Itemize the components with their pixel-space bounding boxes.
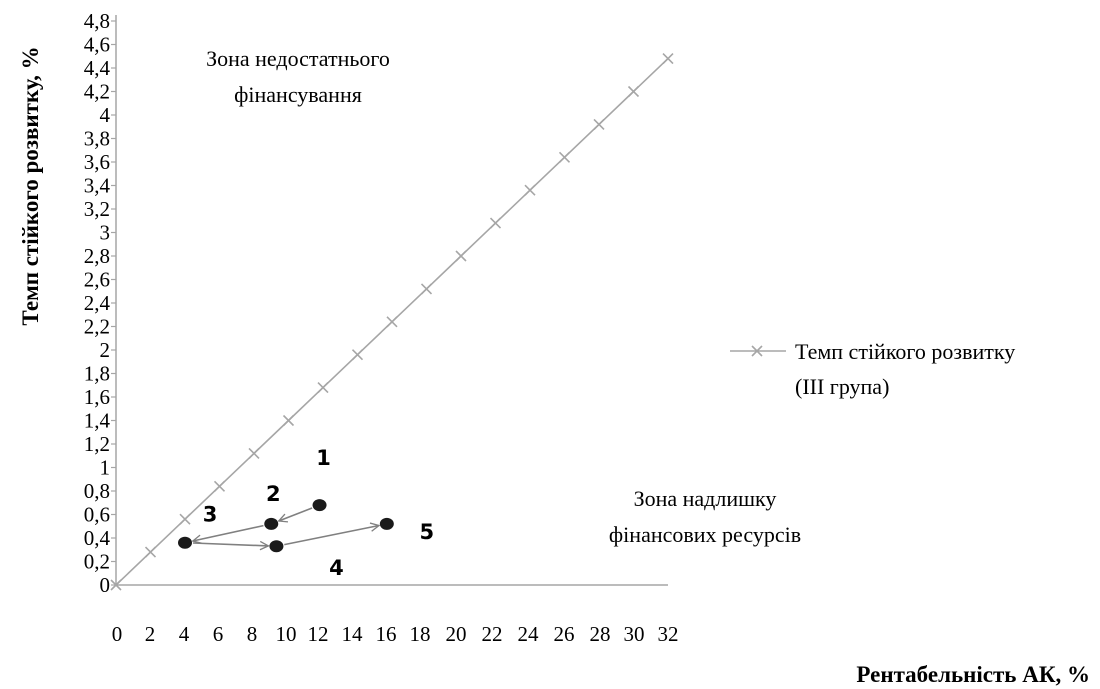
series-marker xyxy=(386,316,398,328)
series-marker xyxy=(455,250,467,262)
x-tick-label: 22 xyxy=(482,622,503,646)
series-marker xyxy=(179,513,191,525)
x-tick-label: 28 xyxy=(590,622,611,646)
y-tick-label: 0,8 xyxy=(84,479,110,503)
x-tick-label: 2 xyxy=(145,622,156,646)
x-tick-label: 10 xyxy=(276,622,297,646)
point-label: 4 xyxy=(329,556,344,580)
data-point xyxy=(379,517,394,530)
y-tick-label: 0 xyxy=(100,573,111,597)
x-axis-title: Рентабельність АК, % xyxy=(856,662,1090,687)
data-point xyxy=(269,540,284,553)
point-label: 3 xyxy=(203,503,218,527)
data-point xyxy=(178,536,192,549)
y-tick-label: 1,6 xyxy=(84,385,110,409)
y-tick-label: 3 xyxy=(100,221,111,245)
trajectory-arrow xyxy=(193,524,264,541)
y-tick-label: 1,8 xyxy=(84,362,110,386)
point-label: 2 xyxy=(266,482,281,506)
data-point xyxy=(264,517,279,530)
y-tick-label: 2 xyxy=(100,338,111,362)
series-marker xyxy=(144,546,157,558)
y-tick-label: 4,2 xyxy=(84,80,110,104)
trajectory-arrow xyxy=(284,525,379,546)
y-tick-label: 2,8 xyxy=(84,244,110,268)
zone-annotation: Зона надлишку xyxy=(634,486,777,511)
series-marker xyxy=(593,118,605,130)
y-tick-label: 2,4 xyxy=(84,291,111,315)
legend-label: Темп стійкого розвитку xyxy=(795,339,1015,364)
series-marker xyxy=(627,85,640,98)
series-marker xyxy=(213,480,226,492)
y-tick-label: 0,4 xyxy=(84,526,111,550)
y-tick-label: 4,4 xyxy=(84,56,111,80)
series-marker xyxy=(420,283,433,295)
x-tick-label: 30 xyxy=(624,622,645,646)
x-tick-label: 16 xyxy=(376,622,397,646)
y-tick-label: 3,8 xyxy=(84,127,110,151)
x-tick-label: 20 xyxy=(446,622,467,646)
y-tick-label: 4 xyxy=(100,103,111,127)
zone-annotation: фінансування xyxy=(234,82,362,107)
y-tick-label: 4,6 xyxy=(84,33,110,57)
y-tick-label: 3,4 xyxy=(84,174,111,198)
y-tick-label: 1,2 xyxy=(84,432,110,456)
y-tick-label: 4,8 xyxy=(84,9,110,33)
x-tick-label: 32 xyxy=(658,622,679,646)
legend-swatch-marker xyxy=(751,345,763,357)
legend-label: (ІІІ група) xyxy=(795,374,889,399)
x-tick-label: 26 xyxy=(554,622,575,646)
trajectory-arrow xyxy=(279,507,313,521)
series-marker xyxy=(282,414,295,427)
series-marker xyxy=(662,53,674,65)
y-tick-label: 0,2 xyxy=(84,550,110,574)
series-marker xyxy=(489,217,502,229)
y-tick-label: 0,6 xyxy=(84,503,110,527)
x-tick-label: 24 xyxy=(518,622,540,646)
y-axis-title: Темп стійкого розвитку, % xyxy=(18,46,43,325)
series-marker xyxy=(558,151,571,163)
y-tick-label: 2,6 xyxy=(84,268,110,292)
x-tick-label: 6 xyxy=(213,622,224,646)
x-tick-label: 4 xyxy=(179,622,190,646)
x-tick-label: 14 xyxy=(342,622,364,646)
series-marker xyxy=(110,579,122,591)
y-tick-label: 2,2 xyxy=(84,315,110,339)
series-marker xyxy=(248,447,260,459)
series-marker xyxy=(317,382,329,394)
y-tick-label: 1,4 xyxy=(84,409,111,433)
series-marker xyxy=(524,184,536,196)
trajectory-arrow xyxy=(192,543,268,546)
y-tick-label: 3,6 xyxy=(84,150,110,174)
x-tick-label: 8 xyxy=(247,622,258,646)
x-tick-label: 0 xyxy=(112,622,123,646)
y-tick-label: 1 xyxy=(100,456,111,480)
x-tick-label: 12 xyxy=(308,622,329,646)
data-point xyxy=(312,499,327,512)
y-tick-label: 3,2 xyxy=(84,197,110,221)
x-tick-label: 18 xyxy=(410,622,431,646)
point-label: 5 xyxy=(420,520,435,544)
zone-annotation: Зона недостатнього xyxy=(206,46,390,71)
series-marker xyxy=(351,349,364,361)
point-label: 1 xyxy=(316,446,331,470)
zone-annotation: фінансових ресурсів xyxy=(609,522,801,547)
